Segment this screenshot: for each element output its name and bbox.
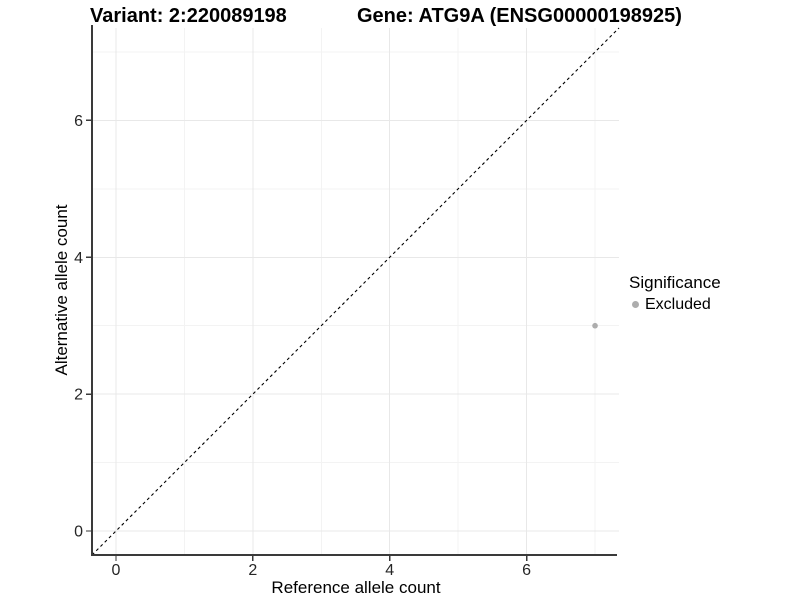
y-tick-label: 4	[74, 250, 83, 267]
y-tick-label: 6	[74, 113, 83, 130]
y-tick-label: 0	[74, 524, 83, 541]
data-point	[592, 322, 598, 329]
identity-dashed-line	[91, 27, 620, 556]
plot-title-gene: Gene: ATG9A (ENSG00000198925)	[357, 5, 682, 27]
x-axis-title: Reference allele count	[271, 578, 441, 597]
legend-item-excluded: Excluded	[629, 296, 721, 314]
x-tick-label: 4	[385, 562, 394, 579]
x-tick-label: 2	[248, 562, 257, 579]
x-tick-label: 0	[112, 562, 121, 579]
x-tick-label: 6	[522, 562, 531, 579]
plot-title-variant: Variant: 2:220089198	[90, 5, 287, 27]
legend: Significance Excluded	[629, 273, 721, 314]
y-tick-label: 2	[74, 387, 83, 404]
legend-item-label: Excluded	[645, 295, 711, 313]
legend-marker-circle-icon	[632, 301, 639, 309]
legend-title: Significance	[629, 273, 721, 292]
